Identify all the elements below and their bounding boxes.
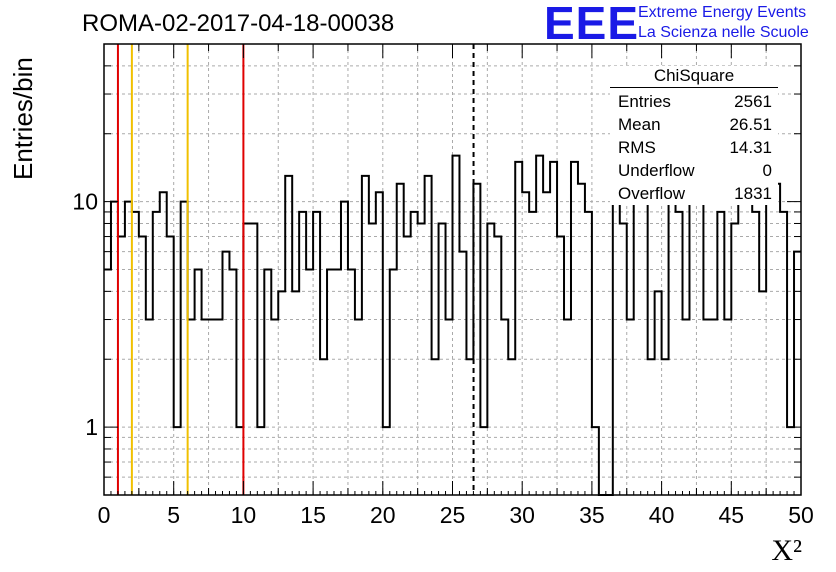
stats-label: RMS <box>618 138 656 157</box>
reference-lines <box>116 44 475 495</box>
chart-title: ROMA-02-2017-04-18-00038 <box>82 10 395 37</box>
y-tick-label: 10 <box>72 189 98 215</box>
brand-line-2: La Scienza nelle Scuole <box>638 24 809 41</box>
stats-row-underflow: Underflow 0 <box>610 159 778 182</box>
stats-value: 14.31 <box>729 138 772 157</box>
x-tick-label: 45 <box>719 502 745 528</box>
stats-label: Overflow <box>618 184 686 203</box>
x-tick-label: 30 <box>509 502 535 528</box>
y-axis-label: Entries/bin <box>8 57 38 180</box>
stats-value: 1831 <box>734 184 772 203</box>
axis-ticks <box>103 43 802 496</box>
eee-logo-mark: EEE <box>544 0 640 49</box>
eee-logo: EEE Extreme Energy Events La Scienza nel… <box>544 0 836 49</box>
x-tick-label: 20 <box>370 502 396 528</box>
stats-value: 0 <box>762 161 772 180</box>
stats-row-entries: Entries 2561 <box>610 90 778 113</box>
x-tick-label: 15 <box>300 502 326 528</box>
x-tick-label: 0 <box>98 502 111 528</box>
stats-box: ChiSquare Entries 2561 Mean 26.51 RMS 14… <box>610 66 778 205</box>
stats-label: Mean <box>618 115 661 134</box>
stats-label: Entries <box>618 92 671 111</box>
tick-labels: 0 5 10 15 20 25 30 35 40 45 50 1 10 <box>72 189 813 528</box>
x-tick-label: 5 <box>167 502 180 528</box>
x-tick-label: 10 <box>231 502 257 528</box>
stats-value: 26.51 <box>729 115 772 134</box>
y-tick-label: 1 <box>85 414 98 440</box>
histogram-step-line <box>104 154 801 496</box>
x-tick-label: 50 <box>788 502 814 528</box>
histogram-bars <box>104 154 801 496</box>
x-tick-label: 35 <box>579 502 605 528</box>
stats-value: 2561 <box>734 92 772 111</box>
stats-row-rms: RMS 14.31 <box>610 136 778 159</box>
x-tick-label: 25 <box>440 502 466 528</box>
stats-row-mean: Mean 26.51 <box>610 113 778 136</box>
stats-label: Underflow <box>618 161 695 180</box>
x-tick-label: 40 <box>649 502 675 528</box>
brand-line-1: Extreme Energy Events <box>638 4 807 21</box>
x-axis-label: X² <box>771 534 802 567</box>
stats-row-overflow: Overflow 1831 <box>610 182 778 205</box>
stats-title: ChiSquare <box>610 66 778 88</box>
